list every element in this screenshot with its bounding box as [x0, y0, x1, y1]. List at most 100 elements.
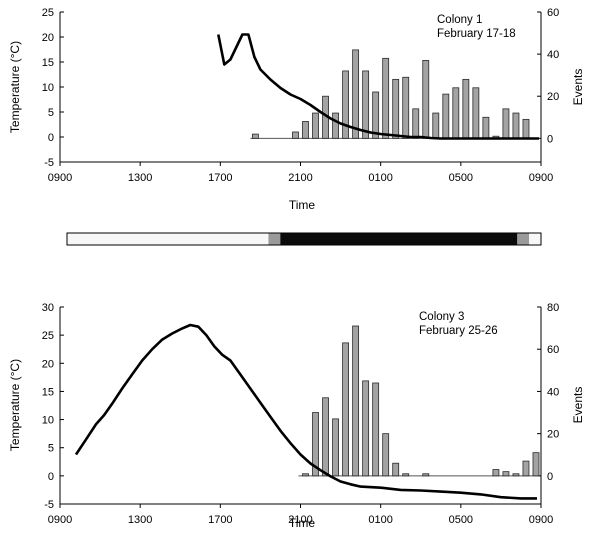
y-tick-label: -5: [44, 499, 54, 511]
y-tick-label: 5: [48, 443, 54, 455]
y-tick-label: 0: [48, 471, 54, 483]
annotation-line-1: Colony 3: [419, 311, 464, 323]
y2-tick-label: 80: [547, 302, 559, 314]
x-tick-label: 0900: [529, 172, 553, 184]
event-bar: [342, 342, 349, 477]
y-tick-label: 20: [42, 32, 54, 44]
event-bar: [372, 382, 380, 477]
event-bar: [362, 70, 370, 139]
temperature-path: [217, 33, 539, 140]
event-bar: [332, 418, 339, 477]
event-bar: [251, 133, 259, 139]
event-bar: [312, 412, 319, 477]
event-bar: [342, 70, 349, 139]
x-tick-label: 0100: [368, 172, 392, 184]
event-bar: [502, 108, 510, 139]
event-bar: [462, 78, 470, 139]
y2-tick-label: 0: [547, 133, 553, 145]
annotation-line-2: February 25-26: [419, 325, 498, 337]
y-tick-label: 0: [48, 132, 54, 144]
photoperiod-segment-dark: [280, 233, 518, 245]
event-bar: [352, 325, 360, 477]
y-tick-label: 25: [42, 7, 54, 19]
event-bar: [322, 397, 329, 477]
event-bar: [312, 112, 319, 139]
x-tick-label: 0500: [449, 172, 473, 184]
event-bar: [502, 471, 510, 477]
photoperiod-segment-light: [529, 233, 541, 245]
event-bar: [392, 78, 400, 139]
y-axis-label: Temperature (°C): [8, 41, 22, 133]
event-bar: [522, 460, 530, 477]
y2-axis-label: Events: [571, 69, 585, 106]
y-tick-label: -5: [44, 157, 54, 169]
event-bar: [412, 108, 420, 139]
x-tick-label: 0900: [48, 514, 72, 526]
y2-axis-label: Events: [571, 387, 585, 424]
y-tick-label: 10: [42, 82, 54, 94]
event-bar: [382, 433, 390, 477]
y2-tick-label: 40: [547, 49, 559, 61]
event-bar: [332, 112, 339, 139]
x-tick-label: 1700: [208, 172, 232, 184]
event-bar: [472, 87, 480, 139]
photoperiod-border: [66, 232, 542, 246]
event-bar: [512, 112, 520, 139]
chart-panel-top: -5 0 5 10 15 20 25 0 20 40 60 0900 1300 1700 2100 010…: [8, 7, 585, 212]
y-tick-label: 15: [42, 386, 54, 398]
x-tick-label: 1700: [208, 514, 232, 526]
y2-tick-label: 0: [547, 471, 553, 483]
event-bar: [302, 473, 309, 477]
y2-tick-label: 20: [547, 91, 559, 103]
left-y-ticks: -5 0 5 10 15 20 25 30: [42, 302, 64, 511]
x-tick-label: 0500: [449, 514, 473, 526]
photoperiod-segment-dawn: [517, 233, 530, 245]
event-bar: [442, 93, 450, 139]
right-y-ticks: 0 20 40 60 80: [537, 302, 559, 483]
photoperiod-bar: [66, 232, 542, 246]
annotation-line-1: Colony 1: [437, 14, 482, 26]
event-bar: [532, 452, 540, 477]
x-tick-label: 1300: [128, 514, 152, 526]
event-bar: [292, 131, 299, 139]
event-bar: [362, 380, 370, 477]
event-bar: [422, 473, 430, 477]
x-tick-label: 0900: [48, 172, 72, 184]
event-bar: [522, 118, 530, 139]
y-tick-label: 20: [42, 358, 54, 370]
x-tick-label: 2100: [288, 172, 312, 184]
left-y-ticks: -5 0 5 10 15 20 25: [42, 7, 64, 169]
x-tick-label: 1300: [128, 172, 152, 184]
x-tick-label: 0900: [529, 514, 553, 526]
event-bar: [382, 57, 390, 139]
event-bar: [402, 473, 410, 477]
annotation-line-2: February 17-18: [437, 28, 516, 40]
photoperiod-segment-light: [67, 233, 269, 245]
x-tick-label: 2100: [288, 514, 312, 526]
temperature-line: [74, 323, 537, 500]
chart-panel-bottom: -5 0 5 10 15 20 25 30 0 20 40 60 80 0900 1300 1700 210…: [8, 302, 585, 530]
event-bar: [492, 469, 500, 477]
event-bar: [482, 116, 490, 139]
x-axis-label: Time: [289, 516, 316, 530]
y2-tick-label: 60: [547, 344, 559, 356]
y-tick-label: 30: [42, 302, 54, 314]
event-bar: [512, 473, 520, 477]
event-bar: [302, 121, 309, 139]
right-y-ticks: 0 20 40 60: [537, 7, 559, 145]
event-bar: [402, 76, 410, 139]
event-bar: [372, 91, 380, 139]
event-bar: [432, 112, 440, 139]
temperature-path: [74, 323, 537, 500]
y2-tick-label: 60: [547, 7, 559, 19]
event-bar: [452, 87, 460, 139]
x-axis-label: Time: [289, 198, 316, 212]
x-ticks: 0900 1300 1700 2100 0100 0500 0900: [48, 504, 553, 526]
event-bars: [298, 325, 540, 477]
y-tick-label: 15: [42, 57, 54, 69]
x-ticks: 0900 1300 1700 2100 0100 0500 0900: [48, 162, 553, 184]
event-bar: [422, 60, 430, 139]
y-axis-label: Temperature (°C): [8, 359, 22, 451]
y-tick-label: 10: [42, 415, 54, 427]
